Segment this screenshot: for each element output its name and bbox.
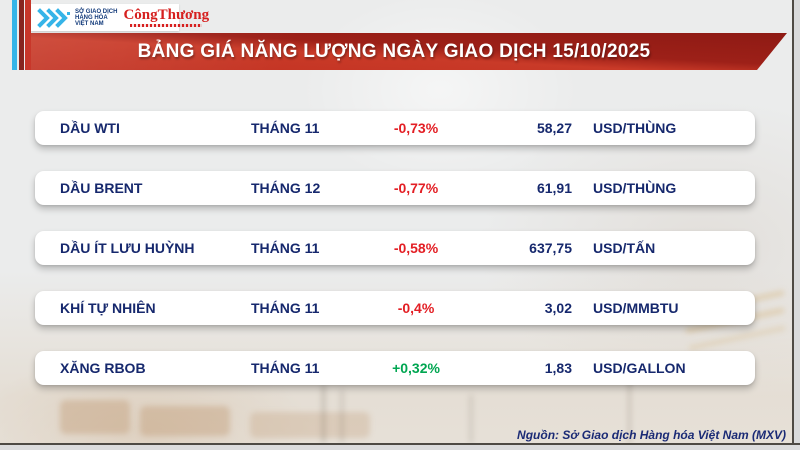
price-table: DẦU WTI THÁNG 11 -0,73% 58,27 USD/THÙNG … (35, 111, 755, 411)
price-value: 3,02 (544, 300, 572, 316)
change-percent: -0,73% (393, 120, 439, 136)
mxv-logo-text: SỞ GIAO DỊCH HÀNG HÓA VIỆT NAM (75, 8, 118, 27)
commodity-name: XĂNG RBOB (60, 360, 146, 376)
frame-bottom-line (0, 443, 800, 445)
change-percent: +0,32% (392, 360, 440, 376)
table-row: XĂNG RBOB THÁNG 11 +0,32% 1,83 USD/GALLO… (35, 351, 755, 385)
accent-stripe-red (25, 0, 31, 70)
title-banner: BẢNG GIÁ NĂNG LƯỢNG NGÀY GIAO DỊCH 15/10… (31, 33, 787, 70)
change-percent: -0,4% (397, 300, 435, 316)
price-unit: USD/TẤN (593, 240, 656, 256)
price-value: 61,91 (536, 180, 572, 196)
contract-month: THÁNG 11 (251, 120, 320, 136)
contract-month: THÁNG 12 (251, 180, 321, 196)
mxv-chevrons-icon (37, 7, 70, 28)
table-row: DẦU BRENT THÁNG 12 -0,77% 61,91 USD/THÙN… (35, 171, 755, 205)
commodity-name: DẦU ÍT LƯU HUỲNH (60, 240, 195, 256)
congthuong-logo-text: CôngThương (123, 7, 210, 23)
table-row: DẦU ÍT LƯU HUỲNH THÁNG 11 -0,58% 637,75 … (35, 231, 755, 265)
price-value: 1,83 (544, 360, 572, 376)
logo-box: SỞ GIAO DỊCH HÀNG HÓA VIỆT NAM CôngThươn… (31, 4, 209, 31)
accent-stripe-cyan (12, 0, 17, 70)
table-row: DẦU WTI THÁNG 11 -0,73% 58,27 USD/THÙNG (35, 111, 755, 145)
frame-right-line (792, 0, 794, 450)
price-unit: USD/THÙNG (593, 120, 677, 136)
table-row: KHÍ TỰ NHIÊN THÁNG 11 -0,4% 3,02 USD/MMB… (35, 291, 755, 325)
congthuong-logo: CôngThương (123, 8, 209, 27)
background-barrels (250, 412, 370, 438)
change-percent: -0,77% (393, 180, 439, 196)
commodity-name: DẦU WTI (60, 120, 120, 136)
source-note: Nguồn: Sở Giao dịch Hàng hóa Việt Nam (M… (517, 428, 786, 442)
price-value: 637,75 (529, 240, 572, 256)
price-unit: USD/MMBTU (593, 300, 679, 316)
change-percent: -0,58% (393, 240, 439, 256)
price-unit: USD/THÙNG (593, 180, 677, 196)
price-value: 58,27 (536, 120, 572, 136)
price-unit: USD/GALLON (593, 360, 686, 376)
contract-month: THÁNG 11 (251, 300, 320, 316)
contract-month: THÁNG 11 (251, 360, 320, 376)
page-title: BẢNG GIÁ NĂNG LƯỢNG NGÀY GIAO DỊCH 15/10… (137, 40, 651, 62)
congthuong-tagline-bar (130, 24, 203, 27)
contract-month: THÁNG 11 (251, 240, 320, 256)
commodity-name: KHÍ TỰ NHIÊN (60, 300, 156, 316)
accent-stripe-maroon (19, 0, 24, 70)
commodity-name: DẦU BRENT (60, 180, 143, 196)
frame-right-margin (794, 0, 800, 450)
frame-bottom-margin (0, 445, 800, 450)
